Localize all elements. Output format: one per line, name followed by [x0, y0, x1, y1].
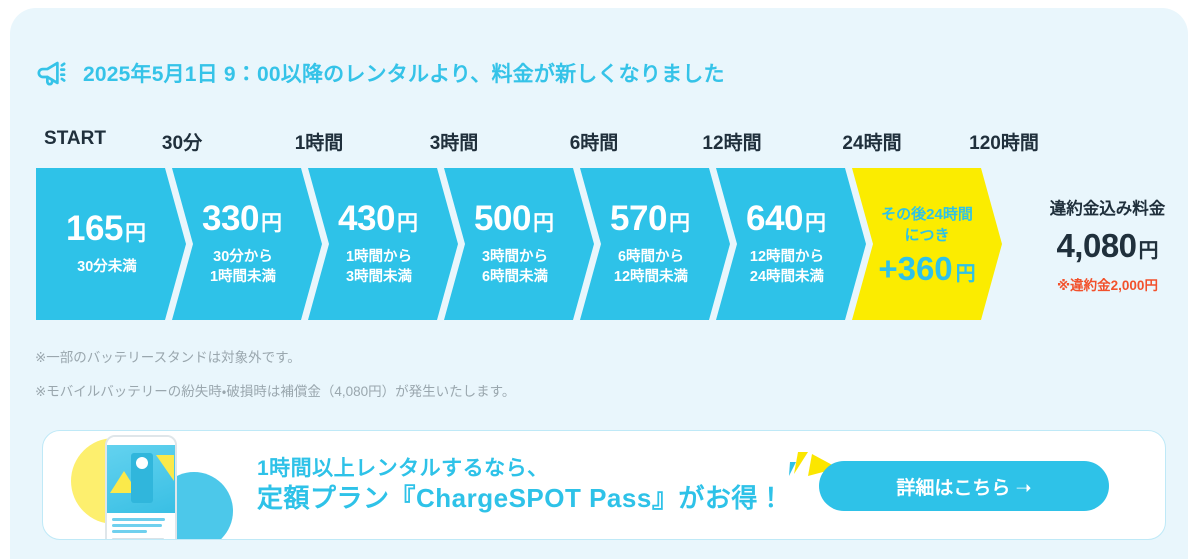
scale-label-4: 6時間: [569, 133, 619, 154]
price-tier-2-number: 430: [338, 198, 395, 238]
price-tier-2-range-line1: 1時間から: [345, 248, 413, 265]
price-tier-1-amount: 330円: [202, 201, 282, 236]
phone-status-bar: [107, 437, 175, 445]
footnotes: ※一部のバッテリースタンドは対象外です。 ※モバイルバッテリーの紛失時・破損時は補…: [35, 348, 935, 417]
price-tier-3-number: 500: [474, 198, 531, 238]
phone-mockup-icon: [105, 435, 177, 539]
price-tier-5-amount: 640円: [746, 201, 826, 236]
notice-text: 2025年5月1日 9：00以降のレンタルより、料金が新しくなりました: [83, 63, 725, 86]
after-tier-amount: +360 円: [878, 252, 975, 285]
scale-label-6: 24時間: [842, 133, 902, 154]
price-tier-3-range-line1: 3時間から: [481, 248, 549, 265]
after-tier-line1: その後24時間: [881, 205, 973, 223]
price-tier-3-amount: 500円: [474, 201, 554, 236]
price-tier-3-range: 3時間から 6時間未満: [482, 248, 548, 287]
scale-label-3: 3時間: [429, 133, 479, 154]
price-tier-0-number: 165: [66, 208, 123, 248]
scale-label-1: 30分: [161, 133, 203, 154]
price-tier-1-number: 330: [202, 198, 259, 238]
promo-banner[interactable]: 1時間以上レンタルするなら、 定額プラン『ChargeSPOT Pass』がお得…: [42, 430, 1166, 540]
price-tier-after-24h: その後24時間 につき +360 円: [852, 168, 1002, 320]
phone-hero-image: [107, 445, 175, 513]
phone-text-lines: [107, 513, 175, 539]
penalty-amount-number: 4,080: [1056, 226, 1137, 264]
footnote-0: ※一部のバッテリースタンドは対象外です。: [35, 350, 301, 365]
price-change-notice: 2025年5月1日 9：00以降のレンタルより、料金が新しくなりました: [35, 56, 725, 90]
footnote-1: ※モバイルバッテリーの紛失時・破損時は補償金（4,080円）が発生いたします。: [35, 384, 516, 400]
pricing-card: 2025年5月1日 9：00以降のレンタルより、料金が新しくなりました STAR…: [10, 8, 1188, 559]
promo-line-2: 定額プラン『ChargeSPOT Pass』がお得！: [257, 482, 785, 513]
battery-badge-icon: [136, 457, 148, 469]
megaphone-icon: [37, 61, 66, 86]
promo-copy: 1時間以上レンタルするなら、 定額プラン『ChargeSPOT Pass』がお得…: [257, 451, 839, 515]
price-tier-4-range-line1: 6時間から: [617, 248, 685, 265]
after-tier-description: その後24時間 につき: [881, 204, 973, 246]
price-tier-4-range-line2: 12時間未満: [613, 268, 689, 285]
scale-label-2: 1時間: [294, 133, 344, 154]
penalty-note: ※違約金2,000円: [1057, 277, 1158, 293]
price-tier-5-range-line1: 12時間から: [749, 248, 825, 265]
penalty-amount: 4,080 円: [1056, 229, 1158, 262]
scale-label-7: 120時間: [969, 133, 1039, 154]
promo-line-1: 1時間以上レンタルするなら、: [257, 456, 549, 480]
price-tier-3-yen: 円: [532, 211, 554, 235]
price-tier-4: 570円 6時間から 12時間未満: [580, 168, 730, 320]
after-tier-number: +360: [878, 249, 953, 287]
penalty-amount-yen: 円: [1138, 239, 1159, 262]
price-tier-0-yen: 円: [124, 221, 146, 245]
price-tier-2-range: 1時間から 3時間未満: [346, 248, 412, 287]
price-tier-4-amount: 570円: [610, 201, 690, 236]
price-tier-4-number: 570: [610, 198, 667, 238]
price-tier-0-range: 30分未満: [77, 258, 137, 278]
price-tier-5-range-line2: 24時間未満: [749, 268, 825, 285]
price-tier-5-yen: 円: [804, 211, 826, 235]
price-tier-2-amount: 430円: [338, 201, 418, 236]
price-tier-2-range-line2: 3時間未満: [345, 268, 413, 285]
after-tier-yen: 円: [955, 262, 976, 285]
price-tier-1-yen: 円: [260, 211, 282, 235]
price-tier-1: 330円 30分から 1時間未満: [172, 168, 322, 320]
yellow-triangle-decoration-2: [156, 455, 174, 481]
price-tier-2: 430円 1時間から 3時間未満: [308, 168, 458, 320]
scale-label-5: 12時間: [702, 133, 762, 154]
after-tier-line2: につき: [904, 226, 950, 244]
price-tier-4-yen: 円: [668, 211, 690, 235]
price-tier-2-yen: 円: [396, 211, 418, 235]
price-tier-0: 165円 30分未満: [36, 168, 186, 320]
price-tier-0-range-line1: 30分未満: [77, 258, 137, 275]
price-tier-1-range-line1: 30分から: [213, 248, 273, 265]
price-tier-5-range: 12時間から 24時間未満: [750, 248, 824, 287]
price-tier-1-range: 30分から 1時間未満: [210, 248, 276, 287]
price-tier-3: 500円 3時間から 6時間未満: [444, 168, 594, 320]
promo-illustration: [43, 431, 233, 539]
price-tier-5: 640円 12時間から 24時間未満: [716, 168, 866, 320]
price-tier-5-number: 640: [746, 198, 803, 238]
price-tier-4-range: 6時間から 12時間未満: [614, 248, 688, 287]
penalty-title: 違約金込み料金: [1049, 199, 1166, 218]
promo-detail-button[interactable]: 詳細はこちら ➝: [819, 461, 1109, 511]
scale-label-0: START: [44, 128, 106, 149]
pricing-band: 165円 30分未満 330円 30分から 1時間未満 430円 1時間から 3時間未満 500…: [10, 168, 1188, 320]
price-tier-3-range-line2: 6時間未満: [481, 268, 549, 285]
penalty-summary: 違約金込み料金 4,080 円 ※違約金2,000円: [1030, 168, 1185, 320]
price-tier-0-amount: 165円: [66, 211, 146, 246]
time-scale: START 30分 1時間 3時間 6時間 12時間 24時間 120時間: [10, 128, 1188, 154]
price-tier-1-range-line2: 1時間未満: [209, 268, 277, 285]
